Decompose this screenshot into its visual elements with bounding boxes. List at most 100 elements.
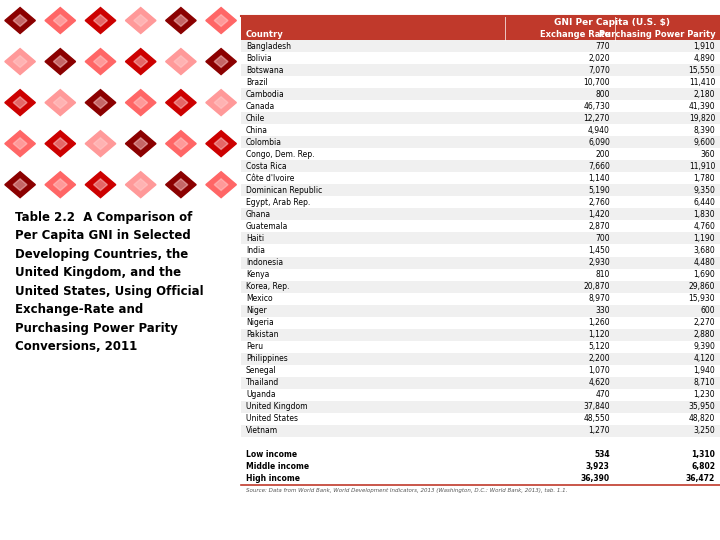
Text: 4,890: 4,890: [693, 54, 715, 63]
Bar: [241, 401, 720, 413]
Text: 46,730: 46,730: [583, 102, 610, 111]
Text: Peru: Peru: [246, 342, 263, 351]
Bar: [241, 233, 720, 245]
Text: 6,090: 6,090: [588, 138, 610, 147]
Bar: [241, 220, 720, 232]
Text: 4,620: 4,620: [588, 378, 610, 387]
Text: 12,270: 12,270: [583, 114, 610, 123]
Text: 3,680: 3,680: [693, 246, 715, 255]
Bar: [241, 364, 720, 377]
Polygon shape: [134, 179, 148, 191]
Bar: [241, 268, 720, 281]
Text: 4,480: 4,480: [693, 258, 715, 267]
Text: United States: United States: [246, 414, 298, 423]
Polygon shape: [215, 15, 228, 26]
Polygon shape: [94, 179, 107, 191]
Polygon shape: [174, 97, 188, 109]
Bar: [241, 148, 720, 160]
Polygon shape: [174, 15, 188, 26]
Text: 9,600: 9,600: [693, 138, 715, 147]
Text: 20,870: 20,870: [583, 282, 610, 291]
Text: Botswana: Botswana: [246, 66, 284, 75]
Text: 2,180: 2,180: [693, 90, 715, 99]
Text: Egypt, Arab Rep.: Egypt, Arab Rep.: [246, 198, 310, 207]
Bar: [241, 112, 720, 124]
Text: 48,550: 48,550: [583, 414, 610, 423]
Text: 11,910: 11,910: [689, 162, 715, 171]
Text: 330: 330: [595, 306, 610, 315]
Text: 15,550: 15,550: [688, 66, 715, 75]
Polygon shape: [85, 90, 116, 116]
Text: 800: 800: [595, 90, 610, 99]
Polygon shape: [166, 131, 196, 157]
Text: 29,860: 29,860: [689, 282, 715, 291]
Polygon shape: [53, 179, 67, 191]
Bar: [241, 89, 720, 100]
Bar: [241, 281, 720, 293]
Polygon shape: [206, 8, 236, 33]
Text: 3,250: 3,250: [693, 426, 715, 435]
Polygon shape: [166, 90, 196, 116]
Bar: [241, 437, 720, 449]
Text: Mexico: Mexico: [246, 294, 273, 303]
Bar: [241, 413, 720, 425]
Text: 470: 470: [595, 390, 610, 399]
Bar: [241, 100, 720, 112]
Text: Indonesia: Indonesia: [246, 258, 283, 267]
Polygon shape: [94, 15, 107, 26]
Text: 2,270: 2,270: [693, 318, 715, 327]
Polygon shape: [174, 179, 188, 191]
Text: 48,820: 48,820: [689, 414, 715, 423]
Bar: [241, 52, 720, 64]
Bar: [241, 316, 720, 328]
Text: 8,390: 8,390: [693, 126, 715, 135]
Polygon shape: [45, 49, 76, 75]
Text: Pakistan: Pakistan: [246, 330, 279, 339]
Bar: [241, 76, 720, 89]
Text: Guatemala: Guatemala: [246, 222, 289, 231]
Polygon shape: [13, 56, 27, 68]
Text: 2,200: 2,200: [588, 354, 610, 363]
Text: 41,390: 41,390: [688, 102, 715, 111]
Text: Ghana: Ghana: [246, 210, 271, 219]
Text: 9,390: 9,390: [693, 342, 715, 351]
Text: Canada: Canada: [246, 102, 275, 111]
Bar: [241, 305, 720, 316]
Text: 9,350: 9,350: [693, 186, 715, 195]
Text: Bangladesh: Bangladesh: [246, 42, 291, 51]
Polygon shape: [125, 172, 156, 198]
Text: Middle income: Middle income: [246, 462, 309, 471]
Text: 1,690: 1,690: [693, 270, 715, 279]
Text: 8,970: 8,970: [588, 294, 610, 303]
Text: 6,802: 6,802: [691, 462, 715, 471]
Polygon shape: [85, 131, 116, 157]
Text: 5,190: 5,190: [588, 186, 610, 195]
Polygon shape: [125, 90, 156, 116]
Text: Country: Country: [246, 30, 284, 39]
Text: 2,930: 2,930: [588, 258, 610, 267]
Polygon shape: [94, 97, 107, 109]
Polygon shape: [206, 90, 236, 116]
Text: Low income: Low income: [246, 450, 297, 459]
Text: Table 2.2  A Comparison of
Per Capita GNI in Selected
Developing Countries, the
: Table 2.2 A Comparison of Per Capita GNI…: [15, 211, 204, 353]
Text: 36,472: 36,472: [686, 474, 715, 483]
Text: 1,230: 1,230: [693, 390, 715, 399]
Text: 6,440: 6,440: [693, 198, 715, 207]
Text: 11,410: 11,410: [689, 78, 715, 87]
Text: Vietnam: Vietnam: [246, 426, 278, 435]
Text: Senegal: Senegal: [246, 366, 276, 375]
Bar: [241, 185, 720, 197]
Polygon shape: [5, 172, 35, 198]
Polygon shape: [53, 15, 67, 26]
Text: 2,870: 2,870: [588, 222, 610, 231]
Bar: [241, 353, 720, 364]
Text: 1,450: 1,450: [588, 246, 610, 255]
Bar: [241, 208, 720, 220]
Text: 770: 770: [595, 42, 610, 51]
Polygon shape: [134, 138, 148, 150]
Text: 700: 700: [595, 234, 610, 243]
Text: Thailand: Thailand: [246, 378, 279, 387]
Bar: [241, 473, 720, 485]
Text: 2,760: 2,760: [588, 198, 610, 207]
Text: 1,420: 1,420: [588, 210, 610, 219]
